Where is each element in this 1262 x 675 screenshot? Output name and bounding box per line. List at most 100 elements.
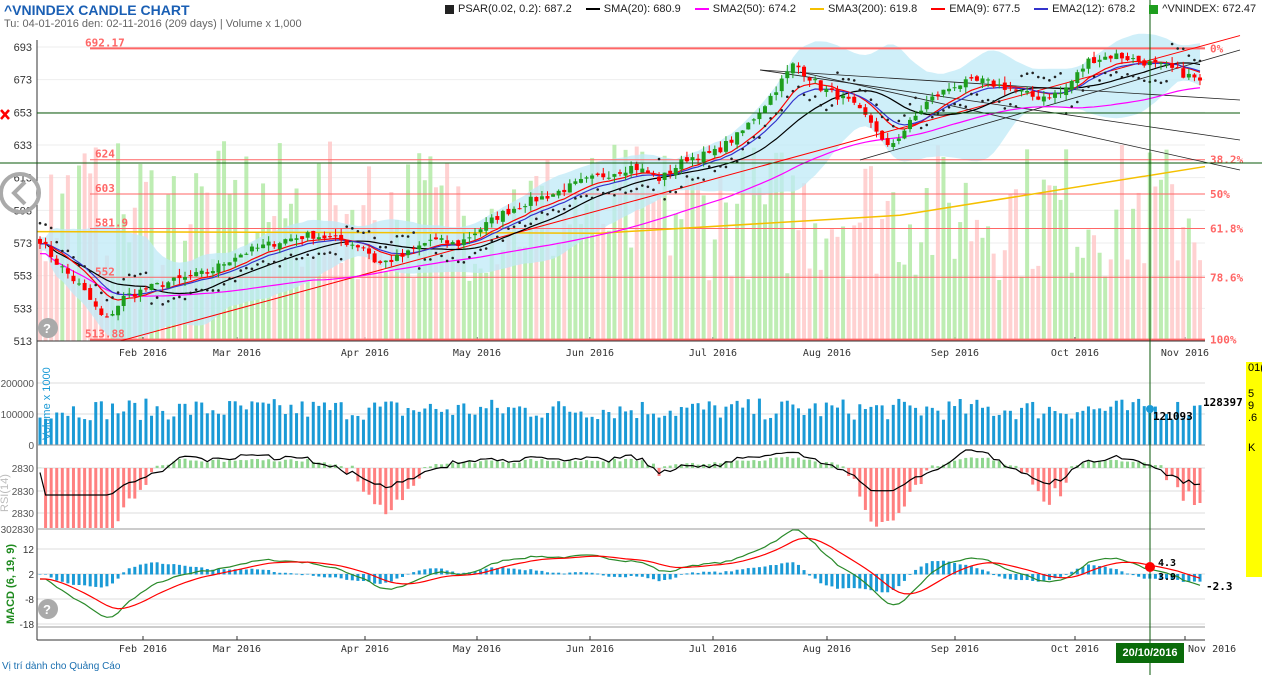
candle-body [378,261,383,263]
psar-dot [49,226,53,230]
volume-bar [211,410,215,445]
background-volume-bar [539,185,544,341]
candle-body [1153,59,1158,63]
macd-histogram-bar [573,572,577,575]
macd-histogram-bar [897,574,901,587]
macd-histogram-bar [490,567,494,575]
legend-item[interactable]: PSAR(0.02, 0.2): 687.2 [445,3,572,15]
rsi-bar [590,460,594,468]
volume-bar [573,412,577,445]
volume-bar [780,401,784,445]
rsi-bar [953,460,957,468]
volume-bar [300,401,304,445]
candle-body [188,274,193,277]
candle-body [77,283,82,285]
volume-bar [445,409,449,445]
background-volume-bar [1075,246,1080,341]
volume-bar [523,407,527,445]
background-volume-bar [718,174,723,341]
macd-histogram-bar [501,567,505,575]
legend-item[interactable]: EMA(9): 677.5 [931,3,1020,15]
volume-bar [49,418,53,445]
background-volume-bar [947,202,952,341]
psar-dot [858,88,862,92]
rsi-bar [707,463,711,468]
macd-histogram-bar [417,570,421,575]
background-volume-bar [913,274,918,341]
candle-body [121,295,126,307]
macd-histogram-bar [373,574,377,584]
macd-histogram-bar [166,564,170,575]
rsi-bar [44,468,48,528]
legend-item[interactable]: SMA2(50): 674.2 [694,3,796,15]
legend-item[interactable]: SMA3(200): 619.8 [809,3,917,15]
volume-bar [267,403,271,445]
psar-dot [897,119,901,123]
macd-histogram-bar [914,569,918,575]
legend-item[interactable]: SMA(20): 680.9 [585,3,681,15]
volume-bar [975,399,979,445]
help-button-macd[interactable]: ? [38,599,58,619]
volume-bar [1070,418,1074,445]
crosshair-macd-dot [1145,562,1155,572]
candle-body [333,235,338,237]
volume-bar [969,404,973,445]
psar-dot [1159,81,1163,85]
x-tick-label: Aug 2016 [803,348,851,359]
macd-histogram-bar [60,574,64,582]
macd-histogram-bar [836,574,839,589]
background-volume-bar [740,151,745,341]
volume-bar [992,415,996,445]
candle-body [1047,97,1052,99]
volume-tick-label: 100000 [1,410,35,421]
volume-bar [77,417,81,445]
volume-bar [389,401,393,445]
psar-dot [992,100,995,103]
candle-body [1136,55,1141,62]
candle-body [49,246,54,257]
macd-histogram-bar [585,572,589,575]
rsi-bar [1198,468,1202,504]
side-info-panel[interactable]: 01(59.6 K [1246,362,1262,577]
background-volume-bar [824,238,829,341]
volume-bar [830,405,834,445]
candle-body [1008,87,1013,89]
scroll-left-button[interactable] [0,172,41,214]
rsi-bar [791,458,795,468]
macd-histogram-bar [406,573,410,575]
background-volume-bar [450,242,455,341]
volume-bar [289,404,293,445]
rsi-bar [105,468,109,528]
psar-dot [523,224,527,228]
rsi-bar [992,460,996,468]
chart-title: ^VNINDEX CANDLE CHART [4,2,190,18]
background-volume-bar [495,264,500,341]
volume-bar [852,419,856,445]
rsi-bar [211,459,215,468]
rsi-line [39,449,1201,496]
background-volume-bar [640,151,645,341]
help-button-main[interactable]: ? [38,318,58,338]
ad-link[interactable]: Vị trí dành cho Quảng Cáo [2,661,121,672]
psar-dot [406,235,410,238]
psar-dot [746,141,750,145]
background-volume-bar [919,242,924,341]
background-volume-bar [930,254,935,341]
psar-dot [1070,105,1074,108]
volume-axis-label: Volume x 1000 [41,367,53,440]
candle-body [1075,72,1080,84]
legend-item[interactable]: EMA2(12): 678.2 [1034,3,1135,15]
psar-dot [490,239,494,242]
legend-item[interactable]: ^VNINDEX: 672.47 [1149,3,1256,15]
macd-histogram-bar [919,566,923,575]
rsi-bar [283,459,287,468]
background-volume-bar [1125,259,1130,341]
psar-dot [351,227,354,230]
macd-histogram-bar [38,574,42,575]
candle-body [986,79,991,81]
background-volume-bar [935,145,940,341]
candle-body [1114,53,1119,60]
background-volume-bar [662,155,667,341]
rsi-bar [155,465,159,468]
volume-bar [763,419,767,445]
